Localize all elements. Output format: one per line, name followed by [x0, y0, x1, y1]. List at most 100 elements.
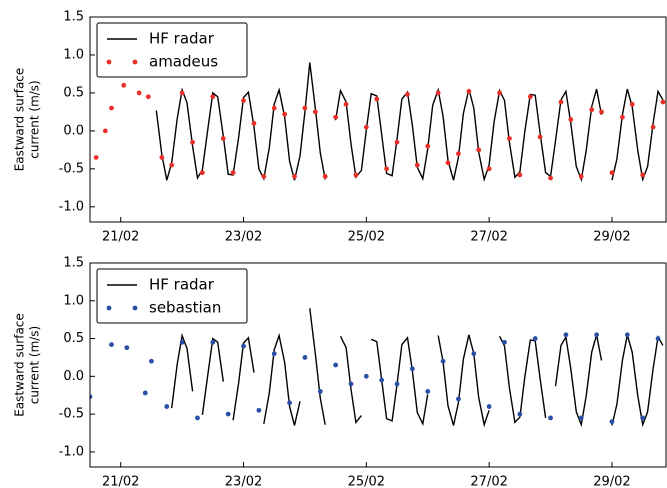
data-point [225, 411, 231, 417]
data-point [333, 114, 339, 120]
data-point [145, 94, 151, 100]
y-tick-label: -1.0 [59, 199, 84, 214]
data-point [568, 117, 574, 122]
axes-frame [89, 262, 667, 468]
data-point [497, 90, 502, 96]
data-point [333, 362, 339, 368]
data-point [527, 94, 533, 100]
data-point [353, 172, 359, 178]
data-point [261, 174, 267, 179]
data-point [363, 124, 369, 130]
data-point [594, 332, 600, 338]
data-point [190, 139, 195, 145]
y-tick-label: 0.5 [63, 331, 84, 346]
data-line [171, 308, 664, 428]
y-axis-label: current (m/s) [28, 326, 42, 404]
y-tick-label: 1.0 [63, 293, 84, 308]
data-point [599, 109, 604, 115]
data-point [609, 419, 615, 425]
y-axis-label: Eastward surface [13, 68, 27, 172]
data-point [220, 136, 226, 141]
data-point [109, 105, 114, 111]
data-point [425, 143, 431, 149]
y-tick-label: 0.0 [63, 369, 84, 384]
data-point [466, 89, 472, 94]
legend-label: HF radar [149, 276, 215, 294]
y-tick-label: -0.5 [59, 407, 84, 422]
data-point [532, 336, 538, 341]
data-point [210, 94, 216, 100]
legend-swatch [132, 305, 138, 311]
data-point [456, 396, 461, 402]
data-point [548, 415, 553, 421]
data-point [124, 345, 130, 351]
data-point [302, 355, 308, 360]
data-point [440, 358, 446, 364]
y-tick-label: 1.5 [63, 256, 84, 271]
plot-area [93, 62, 666, 183]
data-point [425, 389, 431, 394]
data-point [102, 128, 108, 134]
data-point [563, 332, 569, 338]
x-tick-label: 21/02 [102, 230, 139, 245]
data-point [179, 90, 185, 96]
data-point [271, 351, 277, 357]
data-point [405, 92, 410, 97]
y-tick-label: -0.5 [59, 161, 84, 176]
data-point [435, 90, 441, 96]
data-point [164, 404, 170, 409]
legend-label: sebastian [149, 299, 221, 317]
x-tick-label: 29/02 [593, 475, 630, 488]
x-tick-label: 25/02 [348, 230, 385, 245]
data-point [558, 99, 564, 105]
data-point [241, 98, 246, 103]
data-point [394, 139, 400, 145]
data-point [256, 407, 262, 413]
data-point [486, 166, 492, 172]
data-point [271, 105, 277, 111]
y-tick-label: 1.0 [63, 47, 84, 62]
data-point [159, 155, 165, 160]
data-point [149, 358, 154, 364]
data-point [445, 160, 451, 166]
data-point [578, 174, 584, 179]
data-line [155, 62, 664, 183]
data-point [121, 82, 127, 88]
data-point [312, 109, 318, 115]
legend: HF radar amadeus [96, 22, 248, 78]
data-point [90, 394, 93, 400]
data-point [241, 343, 246, 349]
x-tick-label: 21/02 [102, 475, 139, 488]
data-point [317, 389, 323, 394]
data-point [578, 415, 584, 421]
data-point [609, 170, 615, 176]
y-axis-label: current (m/s) [28, 80, 42, 158]
data-point [322, 174, 328, 179]
data-point [379, 377, 385, 383]
data-point [292, 174, 297, 179]
data-point [251, 120, 257, 126]
y-tick-label: 1.5 [63, 10, 84, 25]
data-point [210, 339, 216, 345]
data-point [650, 124, 656, 130]
data-point [343, 101, 349, 107]
data-point [537, 134, 543, 140]
data-point [620, 114, 625, 120]
data-point [195, 415, 200, 421]
data-point [199, 170, 205, 176]
legend-label: amadeus [149, 53, 218, 71]
data-point [476, 147, 482, 153]
data-point [502, 339, 507, 345]
data-point [230, 170, 236, 176]
x-tick-label: 27/02 [470, 475, 507, 488]
data-point [169, 162, 175, 168]
data-point [517, 172, 523, 178]
x-tick-label: 25/02 [348, 475, 385, 488]
x-tick-label: 23/02 [225, 475, 262, 488]
data-point [471, 351, 477, 357]
data-point [136, 90, 142, 96]
data-point [93, 155, 99, 160]
legend: HF radar sebastian [96, 268, 248, 324]
y-tick-label: 0.5 [63, 85, 84, 100]
